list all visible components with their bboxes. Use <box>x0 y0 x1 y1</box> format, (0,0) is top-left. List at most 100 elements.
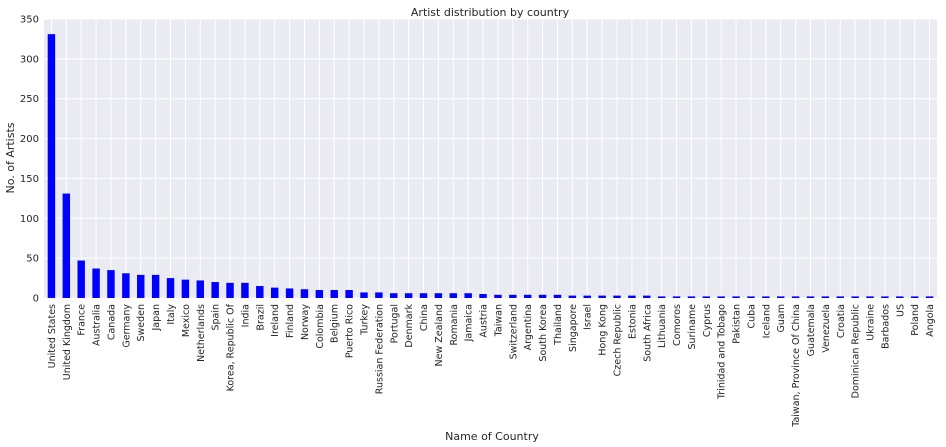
x-tick-labels: United States United Kingdom France Austral… <box>47 303 936 427</box>
bar <box>166 278 175 298</box>
x-tick-label: Colombia <box>315 304 326 349</box>
bar <box>92 268 100 298</box>
x-tick-label: Dominican Republic <box>851 304 862 398</box>
x-tick-label: Croatia <box>836 304 847 338</box>
x-tick-label: Jamaica <box>464 304 475 342</box>
x-tick-label: Pakistan <box>732 304 743 344</box>
x-tick-label: Czech Republic <box>613 304 624 376</box>
x-tick-label: Taiwan <box>493 304 504 337</box>
bar <box>672 296 681 298</box>
x-tick-label: Korea, Republic Of <box>226 303 237 391</box>
bar <box>137 274 145 298</box>
x-tick-label: Barbados <box>880 304 891 349</box>
bar <box>806 296 815 298</box>
x-tick-label: Lithuania <box>657 304 668 348</box>
bar <box>881 296 889 298</box>
bar <box>910 296 919 298</box>
x-tick-label: Austria <box>479 304 490 338</box>
x-tick-label: Thailand <box>553 304 564 346</box>
y-tick-label: 0 <box>33 294 39 305</box>
bar <box>553 294 562 298</box>
bar <box>851 296 859 298</box>
x-tick-label: Brazil <box>255 304 266 331</box>
bar <box>657 296 666 298</box>
bar <box>643 295 651 298</box>
x-tick-label: Japan <box>151 304 162 332</box>
x-tick-label: Switzerland <box>508 304 519 359</box>
bar <box>270 287 279 298</box>
x-tick-label: South Africa <box>642 304 653 362</box>
x-tick-label: Poland <box>910 304 921 336</box>
bar <box>360 292 368 298</box>
bar <box>523 294 532 298</box>
x-tick-label: Mexico <box>181 304 192 337</box>
bar <box>628 295 636 298</box>
x-tick-label: Ireland <box>270 304 281 337</box>
x-axis-label: Name of Country <box>445 430 539 443</box>
x-tick-label: Romania <box>449 304 460 346</box>
x-tick-label: Puerto Rico <box>345 304 356 358</box>
bar <box>538 294 547 298</box>
x-tick-label: Ukraine <box>866 304 877 341</box>
bar <box>404 293 413 298</box>
y-tick-labels: 0 50 100 150 200 250 300 350 <box>20 15 39 305</box>
bar <box>122 273 130 298</box>
y-tick-label: 250 <box>20 94 39 105</box>
x-tick-label: Trinidad and Tobago <box>717 304 728 400</box>
x-tick-label: Norway <box>300 304 311 340</box>
y-tick-label: 50 <box>26 254 39 265</box>
x-tick-label: Comoros <box>672 304 683 346</box>
x-tick-label: Turkey <box>359 304 370 336</box>
x-tick-label: Argentina <box>523 304 534 350</box>
bar <box>256 286 264 298</box>
bar <box>717 296 725 298</box>
bar <box>925 296 934 298</box>
x-tick-label: Denmark <box>404 304 415 348</box>
bar <box>464 293 472 298</box>
bar <box>330 290 338 298</box>
bar <box>821 296 830 298</box>
bar <box>613 295 621 298</box>
x-tick-label: Cyprus <box>702 304 713 337</box>
y-axis-label: No. of Artists <box>4 122 17 193</box>
x-tick-label: Spain <box>211 304 222 331</box>
x-tick-label: Angola <box>925 304 936 337</box>
bar <box>375 292 383 298</box>
x-tick-label: Cuba <box>746 304 757 329</box>
x-tick-label: New Zealand <box>434 304 445 366</box>
y-tick-label: 150 <box>20 174 39 185</box>
x-tick-label: Taiwan, Province Of China <box>791 304 802 428</box>
x-tick-label: Canada <box>106 304 117 340</box>
x-tick-label: Hong Kong <box>598 304 609 356</box>
bar <box>583 295 591 298</box>
bar <box>285 288 294 298</box>
x-tick-label: China <box>419 304 430 331</box>
bar <box>315 290 324 298</box>
bar <box>241 282 249 298</box>
gridlines <box>44 18 937 299</box>
y-tick-label: 200 <box>20 134 39 145</box>
bar <box>419 293 428 298</box>
y-tick-label: 300 <box>20 54 39 65</box>
bars <box>47 34 934 298</box>
x-tick-label: India <box>240 304 251 327</box>
x-tick-label: Guam <box>776 304 787 332</box>
bar <box>687 296 696 298</box>
bar <box>151 274 160 298</box>
bar <box>449 293 458 298</box>
x-tick-label: Italy <box>166 304 177 325</box>
bar <box>866 296 874 298</box>
x-tick-label: Portugal <box>389 304 400 343</box>
x-tick-label: France <box>77 304 88 336</box>
x-tick-label: Iceland <box>761 304 772 338</box>
y-tick-label: 100 <box>20 214 39 225</box>
bar <box>345 290 353 298</box>
x-tick-label: Belgium <box>330 304 341 343</box>
x-tick-label: United Kingdom <box>62 304 73 380</box>
bar <box>107 270 115 298</box>
y-tick-label: 350 <box>20 15 39 26</box>
bar <box>568 295 577 298</box>
bar <box>77 260 85 298</box>
x-tick-label: Sweden <box>136 304 147 342</box>
